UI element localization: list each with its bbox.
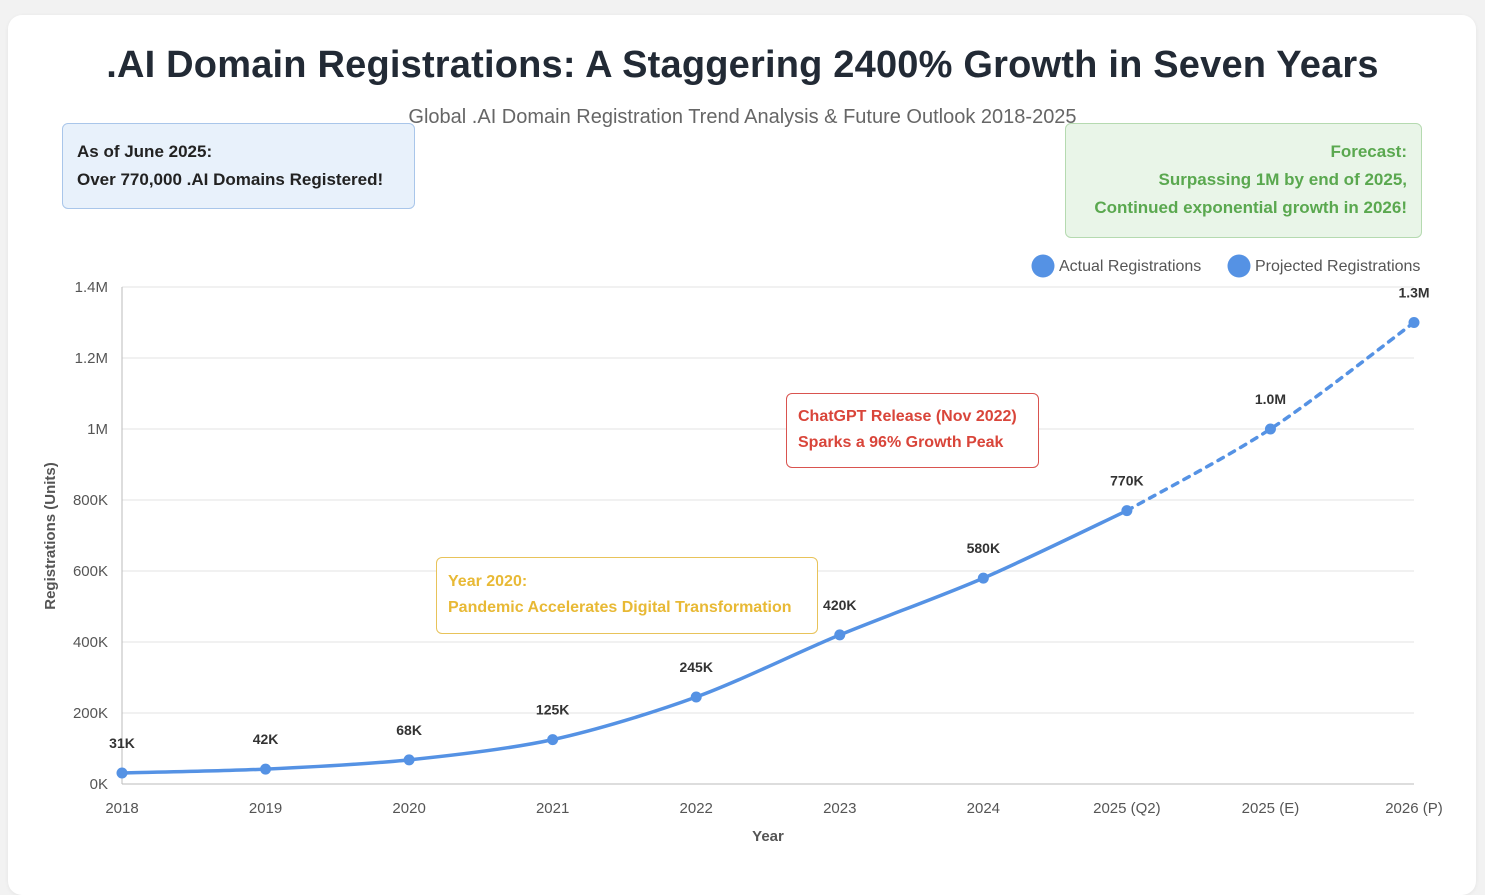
current-stat-line1: As of June 2025: xyxy=(77,142,213,161)
data-point xyxy=(977,572,989,584)
x-tick-label: 2018 xyxy=(105,800,138,817)
data-label: 1.0M xyxy=(1255,391,1286,407)
chatgpt-annotation-line2: Sparks a 96% Growth Peak xyxy=(798,434,1004,451)
y-tick-label: 600K xyxy=(73,563,108,580)
data-point xyxy=(1264,423,1276,435)
data-label: 580K xyxy=(967,540,1000,556)
actual-series-line xyxy=(120,508,1129,775)
forecast-callout: Forecast: Surpassing 1M by end of 2025, … xyxy=(1065,123,1422,238)
data-point xyxy=(403,754,415,766)
y-tick-label: 1M xyxy=(87,421,108,438)
projected-series-line xyxy=(1125,320,1416,513)
data-point xyxy=(834,629,846,641)
line-chart: 0K 200K 400K 600K 800K 1M 1.2M 1.4M 2018 2019 2020… xyxy=(42,254,1443,845)
y-axis-title: Registrations (Units) xyxy=(42,462,59,610)
y-tick-label: 400K xyxy=(73,634,108,651)
data-point xyxy=(1408,317,1420,328)
data-label: 770K xyxy=(1110,473,1143,489)
forecast-line2: Surpassing 1M by end of 2025, xyxy=(1158,170,1407,189)
forecast-line1: Forecast: xyxy=(1330,142,1407,161)
data-point xyxy=(547,734,559,746)
legend-actual-marker xyxy=(1031,254,1055,278)
x-tick-label: 2022 xyxy=(680,800,713,817)
data-point xyxy=(1121,505,1133,517)
pandemic-annotation: Year 2020: Pandemic Accelerates Digital … xyxy=(436,557,818,634)
pandemic-annotation-line1: Year 2020: xyxy=(448,573,528,590)
x-axis-title: Year xyxy=(752,828,784,845)
y-tick-label: 200K xyxy=(73,705,108,722)
x-tick-label: 2025 (Q2) xyxy=(1093,800,1161,817)
chatgpt-annotation: ChatGPT Release (Nov 2022) Sparks a 96% … xyxy=(786,393,1039,468)
page-subtitle: Global .AI Domain Registration Trend Ana… xyxy=(408,106,1077,128)
data-point xyxy=(116,767,128,779)
y-tick-label: 0K xyxy=(90,776,108,793)
y-tick-label: 800K xyxy=(73,492,108,509)
x-tick-label: 2026 (P) xyxy=(1385,800,1443,817)
current-stat-line2: Over 770,000 .AI Domains Registered! xyxy=(77,170,384,189)
data-label: 420K xyxy=(823,597,856,613)
chatgpt-annotation-line1: ChatGPT Release (Nov 2022) xyxy=(798,408,1017,425)
data-label: 31K xyxy=(109,735,135,751)
x-tick-label: 2023 xyxy=(823,800,856,817)
data-label: 42K xyxy=(253,731,279,747)
x-tick-label: 2021 xyxy=(536,800,569,817)
data-label: 68K xyxy=(396,722,422,738)
legend-projected-marker xyxy=(1227,254,1251,278)
data-label: 1.3M xyxy=(1398,285,1429,301)
y-tick-label: 1.4M xyxy=(75,279,108,296)
x-tick-label: 2025 (E) xyxy=(1242,800,1300,817)
current-stat-callout: As of June 2025: Over 770,000 .AI Domain… xyxy=(62,123,415,209)
x-tick-label: 2024 xyxy=(967,800,1000,817)
data-point xyxy=(690,691,702,703)
x-tick-label: 2020 xyxy=(392,800,425,817)
page-title: .AI Domain Registrations: A Staggering 2… xyxy=(106,44,1379,86)
pandemic-annotation-line2: Pandemic Accelerates Digital Transformat… xyxy=(448,599,792,616)
y-tick-label: 1.2M xyxy=(75,350,108,367)
forecast-line3: Continued exponential growth in 2026! xyxy=(1094,198,1407,217)
legend-projected-label: Projected Registrations xyxy=(1255,258,1420,275)
legend-actual-label: Actual Registrations xyxy=(1059,258,1201,275)
data-label: 125K xyxy=(536,702,569,718)
x-tick-label: 2019 xyxy=(249,800,282,817)
data-point xyxy=(260,763,272,775)
data-label: 245K xyxy=(679,659,712,675)
